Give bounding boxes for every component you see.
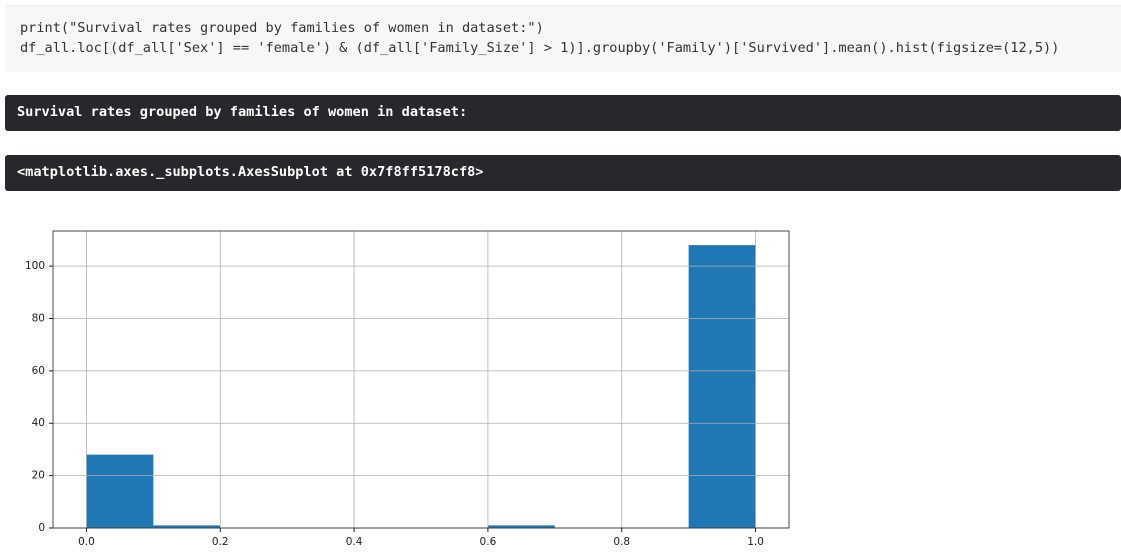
y-tick-label: 0 <box>38 522 45 534</box>
bar <box>86 454 154 528</box>
x-tick-label: 0.2 <box>212 536 229 548</box>
y-tick-label: 60 <box>32 365 45 377</box>
y-tick-label: 100 <box>25 260 45 272</box>
x-tick-label: 0.8 <box>613 536 630 548</box>
x-tick-label: 1.0 <box>747 536 764 548</box>
chart: 0 20 40 60 80 100 0.0 0.2 0.4 0.6 0.8 1.0 <box>25 230 790 548</box>
y-tick-label: 80 <box>32 312 45 324</box>
y-tick-label: 20 <box>32 470 45 482</box>
output: Survival rates grouped by families of wo… <box>5 95 1121 131</box>
x-tick-label: 0.4 <box>346 536 363 548</box>
bar <box>487 525 555 528</box>
code-line: df_all.loc[(df_all['Sex'] == 'female') &… <box>20 40 1060 56</box>
output: <matplotlib.axes._subplots.AxesSubplot a… <box>5 155 1121 191</box>
x-tick-label: 0.0 <box>78 536 95 548</box>
bar <box>688 245 756 528</box>
x-tick-label: 0.6 <box>480 536 497 548</box>
plot-frame <box>52 230 790 529</box>
y-tick-label: 40 <box>32 417 45 429</box>
code-cell: print("Survival rates grouped by familie… <box>5 5 1121 72</box>
bar <box>153 525 221 528</box>
code-line: print("Survival rates grouped by familie… <box>20 20 544 36</box>
